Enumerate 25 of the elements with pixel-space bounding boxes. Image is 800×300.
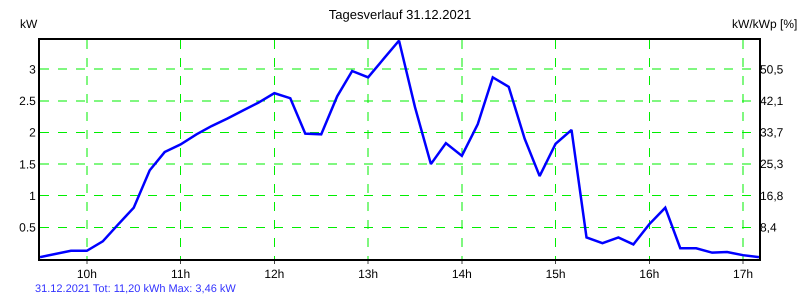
y2-tick-label: 33,7: [760, 126, 784, 140]
y2-tick-label: 16,8: [760, 189, 784, 204]
y-axis-title: kW: [20, 17, 38, 31]
y2-axis-title: kW/kWp [%]: [732, 17, 798, 31]
x-tick-label: 17h: [733, 267, 754, 282]
y-tick-label: 2: [29, 126, 36, 140]
y-tick-label: 0.5: [19, 220, 36, 235]
y2-tick-label: 8,4: [760, 220, 778, 235]
x-tick-label: 12h: [264, 267, 284, 282]
y2-tick-label: 25,3: [760, 157, 784, 172]
x-tick-label: 15h: [546, 267, 566, 282]
text: 31.12.2021 Tot: 11,20 kWh Max: 3,46 kW: [35, 283, 236, 295]
line-series: [40, 40, 759, 258]
x-tick-label: 10h: [76, 267, 97, 282]
x-tick-label: 14h: [452, 267, 472, 282]
x-tick-label: 16h: [639, 267, 660, 282]
x-tick-label: 11h: [171, 267, 190, 282]
y-tick-label: 2.5: [19, 94, 36, 108]
x-tick-label: 13h: [358, 267, 378, 282]
y2-tick-label: 50,5: [760, 62, 784, 76]
chart-title: Tagesverlauf 31.12.2021: [328, 7, 472, 22]
y-tick-label: 1.5: [19, 157, 36, 172]
y-tick-label: 3: [29, 62, 36, 76]
y2-tick-label: 42,1: [760, 94, 784, 108]
y-tick-label: 1: [29, 188, 36, 203]
